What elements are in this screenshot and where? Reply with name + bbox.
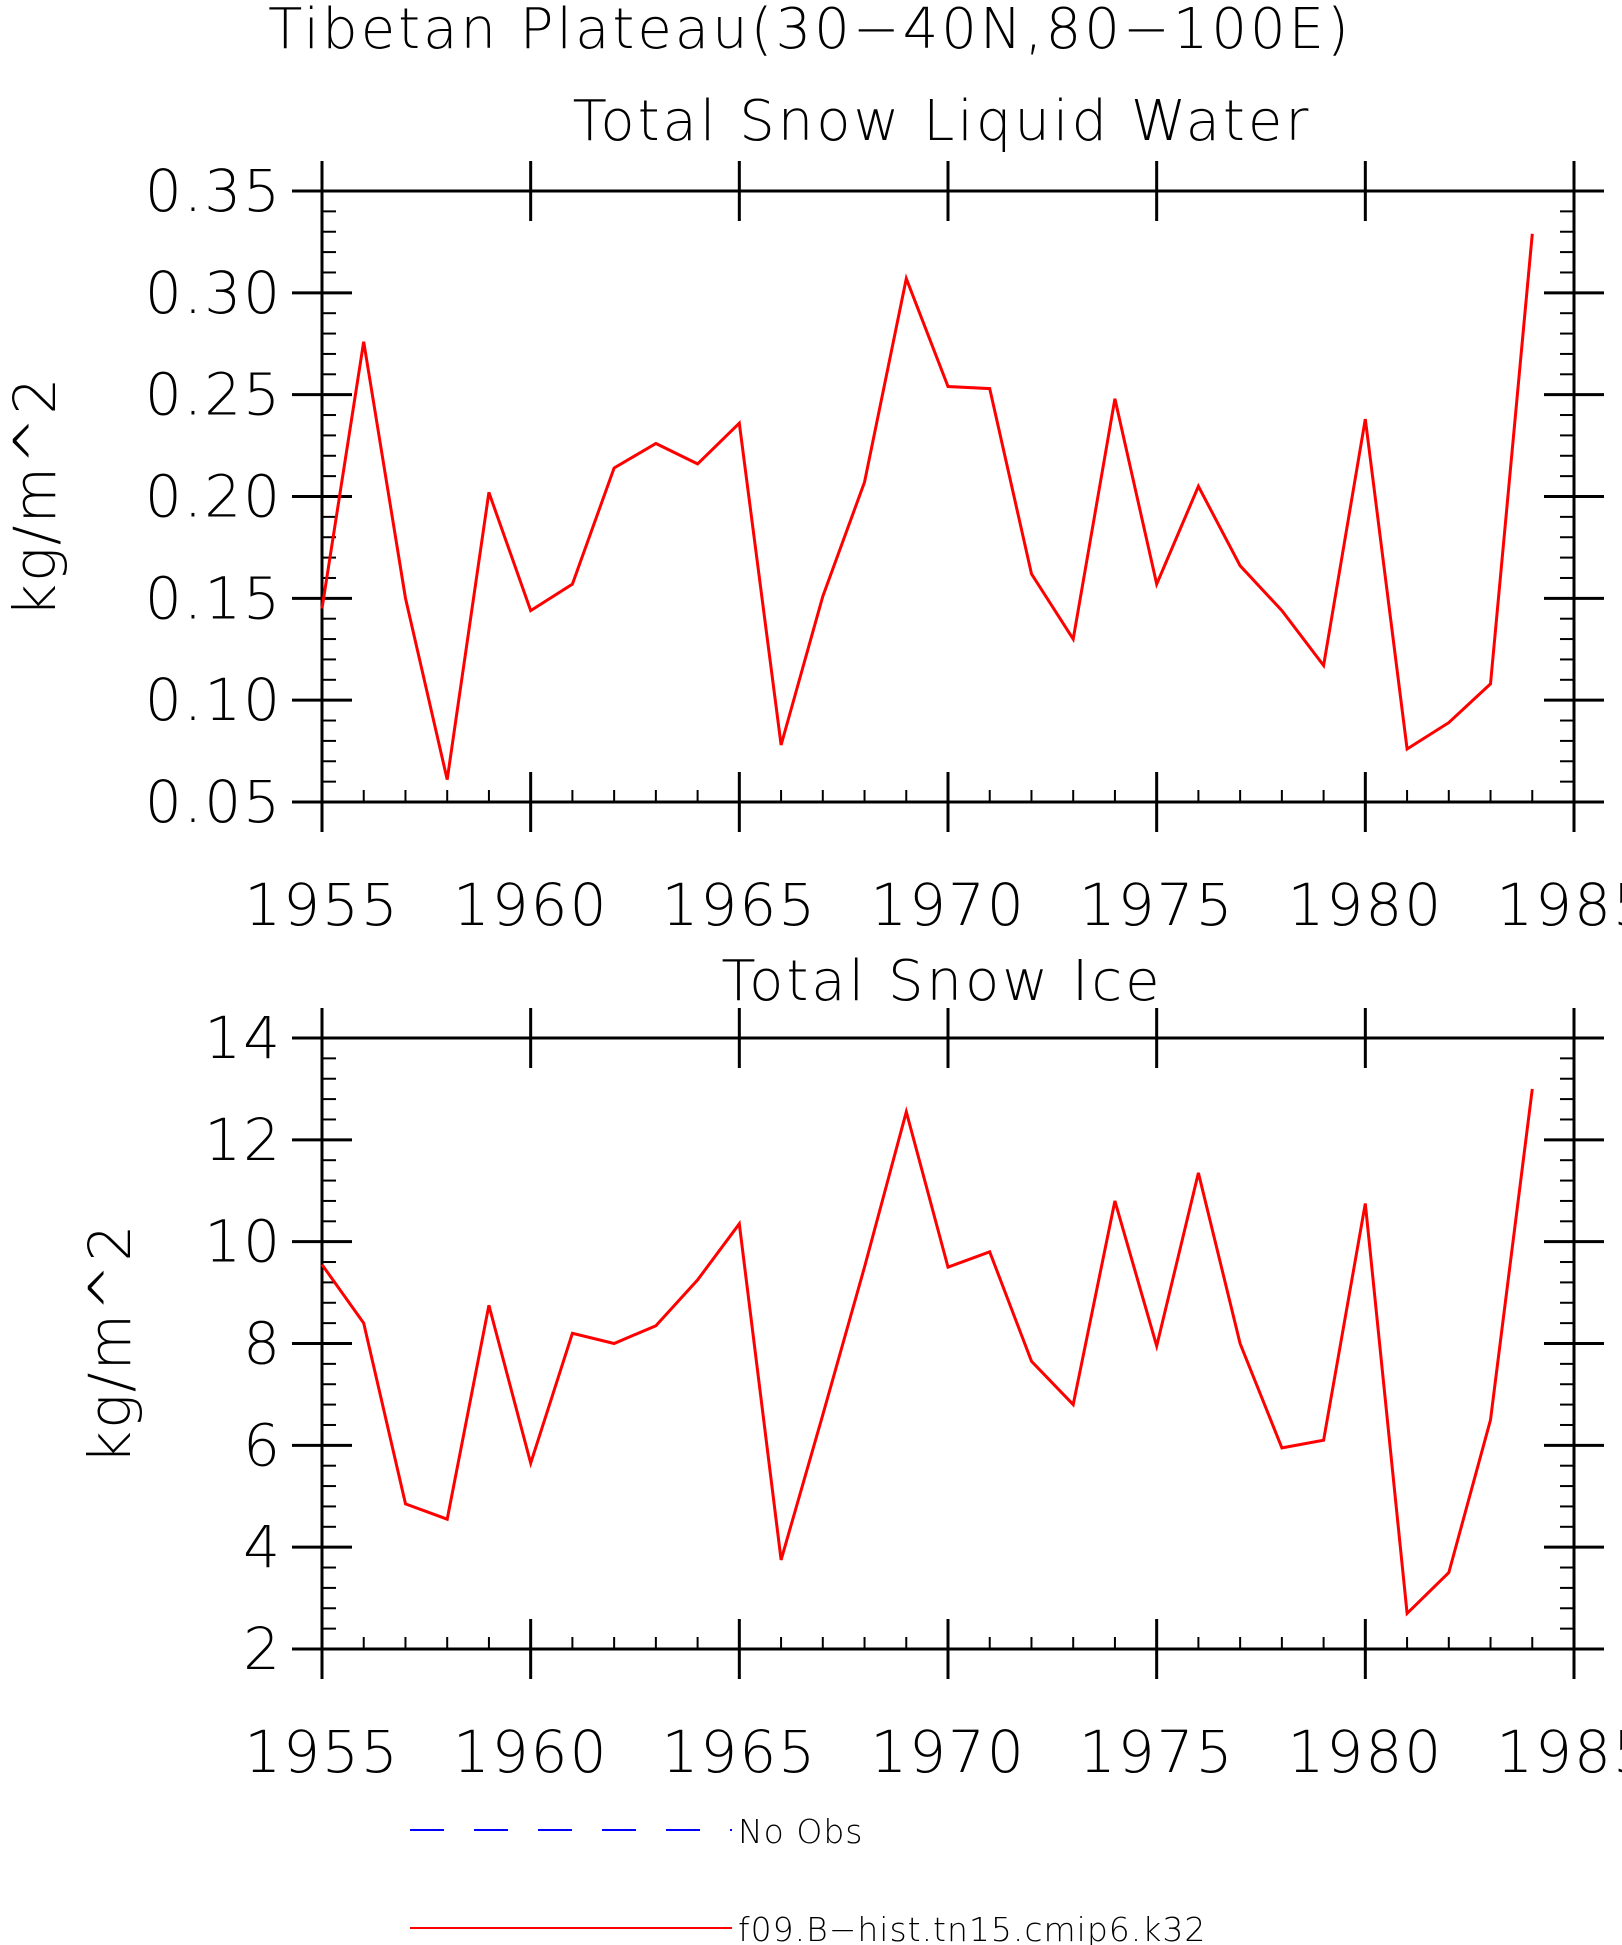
plot-frame [320,1036,1576,1651]
y-tick-label: 8 [243,1310,282,1378]
plot-frame [320,189,1576,804]
x-tick-label: 1955 [244,871,400,939]
chart-title: Total Snow Liquid Water [573,89,1312,154]
x-tick-label: 1980 [1288,1718,1444,1786]
x-tick-label: 1975 [1079,1718,1235,1786]
y-tick-label: 0.05 [145,768,282,836]
chart-panel-liquid-water: Total Snow Liquid Water 0.05 0.10 0.15 0.20 0… [1,89,1622,939]
x-tick-label: 1960 [453,1718,609,1786]
y-tick-label: 0.25 [145,361,282,429]
x-tick-label: 1970 [870,871,1026,939]
y-tick-label: 0.35 [145,157,282,225]
series-line [320,1088,1534,1617]
chart-panel-snow-ice: Total Snow Ice 2 4 6 8 10 12 14 1955 1960 1965 1970… [76,949,1622,1786]
x-tick-label: 1955 [244,1718,400,1786]
legend-label-no-obs: No Obs [738,1812,863,1851]
y-axis-label: kg/m^2 [76,1223,144,1465]
y-tick-label: 0.30 [145,259,282,327]
legend-label-model: f09.B−hist.tn15.cmip6.k32 [738,1910,1206,1945]
y-tick-label: 0.15 [145,564,282,632]
x-tick-label: 1970 [870,1718,1026,1786]
y-tick-label: 4 [243,1513,282,1581]
y-tick-label: 10 [204,1208,282,1276]
y-tick-label: 14 [204,1004,282,1072]
x-tick-label: 1965 [662,871,818,939]
y-tick-label: 2 [243,1615,282,1683]
series-line [320,233,1534,780]
y-tick-label: 0.20 [145,463,282,531]
x-tick-label: 1985 [1496,1718,1622,1786]
x-tick-label: 1980 [1288,871,1444,939]
y-tick-label: 0.10 [145,666,282,734]
x-tick-label: 1965 [662,1718,818,1786]
y-tick-label: 6 [243,1411,282,1479]
legend: No Obs f09.B−hist.tn15.cmip6.k32 [410,1812,1206,1945]
x-tick-label: 1960 [453,871,609,939]
y-axis-label: kg/m^2 [1,376,69,618]
chart-title: Total Snow Ice [721,949,1162,1014]
x-tick-label: 1985 [1496,871,1622,939]
y-tick-label: 12 [204,1106,282,1174]
x-tick-label: 1975 [1079,871,1235,939]
figure-title: Tibetan Plateau(30−40N,80−100E) [268,0,1352,62]
